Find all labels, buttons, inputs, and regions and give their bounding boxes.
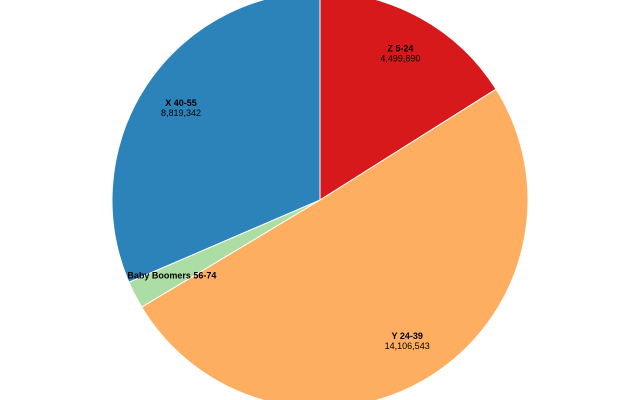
slice-label: Y 24-39 (392, 331, 423, 341)
value-label: 8,819,342 (161, 108, 201, 118)
slice-label: Baby Boomers 56-74 (127, 270, 216, 280)
slice-label: X 40-55 (165, 98, 197, 108)
pie-slice (111, 0, 321, 283)
pie-slice (319, 0, 497, 201)
value-label: 14,106,543 (385, 341, 430, 351)
pie-slice (141, 88, 529, 400)
slice-label: Z 5-24 (387, 44, 413, 54)
value-label: 4,499,890 (380, 54, 420, 64)
